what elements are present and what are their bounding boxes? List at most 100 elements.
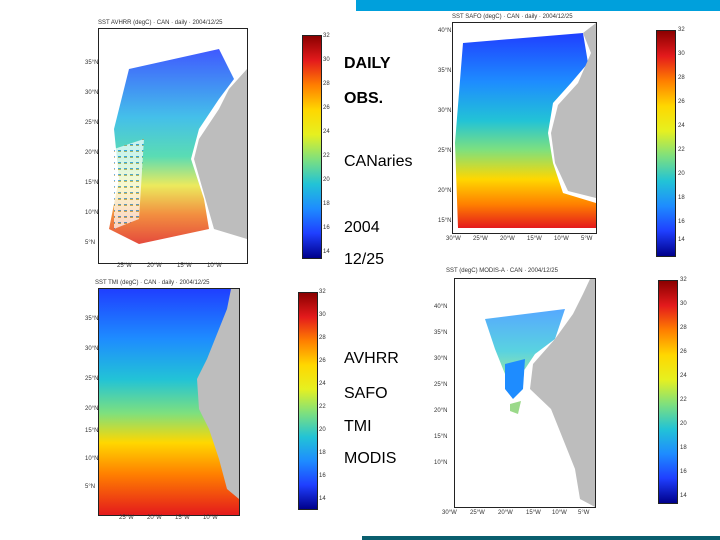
x-tick-label: 10°W xyxy=(203,515,218,521)
colorbar-tick: 22 xyxy=(319,404,326,410)
colorbar-tick: 16 xyxy=(678,219,685,225)
colorbar-tick: 32 xyxy=(319,289,326,295)
colorbar-tick: 28 xyxy=(680,325,687,331)
x-tick-label: 10°W xyxy=(207,263,222,269)
colorbar-tick: 14 xyxy=(680,493,687,499)
colorbar-tick: 20 xyxy=(323,177,330,183)
colorbar-tick: 30 xyxy=(680,301,687,307)
y-tick-label: 30°N xyxy=(438,108,452,114)
colorbar-tick: 26 xyxy=(680,349,687,355)
y-tick-label: 15°N xyxy=(434,434,448,440)
top-accent-bar xyxy=(356,0,720,11)
y-tick-label: 15°N xyxy=(438,218,452,224)
caption-region: CANaries xyxy=(344,153,413,170)
x-tick-label: 20°W xyxy=(500,236,515,242)
y-tick-label: 35°N xyxy=(85,60,99,66)
caption-modis: MODIS xyxy=(344,450,397,467)
x-tick-label: 30°W xyxy=(446,236,461,242)
x-tick-label: 5°W xyxy=(578,510,590,516)
caption-avhrr: AVHRR xyxy=(344,350,399,367)
y-tick-label: 30°N xyxy=(434,356,448,362)
colorbar-tick: 18 xyxy=(680,445,687,451)
y-tick-label: 15°N xyxy=(85,180,99,186)
x-tick-label: 15°W xyxy=(175,515,190,521)
colorbar-tick: 32 xyxy=(680,277,687,283)
colorbar-tick: 16 xyxy=(319,473,326,479)
colorbar xyxy=(302,35,322,259)
colorbar-tick: 22 xyxy=(680,397,687,403)
colorbar-tick: 32 xyxy=(678,27,685,33)
colorbar-tick: 28 xyxy=(319,335,326,341)
colorbar-tick: 24 xyxy=(323,129,330,135)
y-tick-label: 40°N xyxy=(434,304,448,310)
y-tick-label: 5°N xyxy=(85,240,96,246)
panel-safo: SST SAFO (degC) · CAN · daily · 2004/12/… xyxy=(438,14,690,257)
caption-safo: SAFO xyxy=(344,385,388,402)
colorbar-tick: 24 xyxy=(319,381,326,387)
colorbar-tick: 16 xyxy=(680,469,687,475)
colorbar xyxy=(298,292,318,510)
y-tick-label: 10°N xyxy=(434,460,448,466)
y-tick-label: 25°N xyxy=(438,148,452,154)
colorbar-tick: 24 xyxy=(678,123,685,129)
colorbar xyxy=(656,30,676,257)
x-tick-label: 10°W xyxy=(554,236,569,242)
colorbar-tick: 20 xyxy=(678,171,685,177)
colorbar-tick: 26 xyxy=(678,99,685,105)
panel-title: SST TMI (degC) · CAN · daily · 2004/12/2… xyxy=(95,280,210,286)
x-tick-label: 30°W xyxy=(442,510,457,516)
y-tick-label: 30°N xyxy=(85,346,99,352)
colorbar-tick: 20 xyxy=(319,427,326,433)
colorbar-tick: 14 xyxy=(678,237,685,243)
colorbar-tick: 14 xyxy=(319,496,326,502)
caption-obs: OBS. xyxy=(344,90,384,107)
y-tick-label: 5°N xyxy=(85,484,96,490)
caption-year: 2004 xyxy=(344,219,380,236)
y-tick-label: 20°N xyxy=(85,406,99,412)
caption-daily: DAILY xyxy=(344,55,391,72)
x-tick-label: 5°W xyxy=(581,236,593,242)
y-tick-label: 10°N xyxy=(85,210,99,216)
x-tick-label: 20°W xyxy=(147,515,162,521)
sst-field-safo xyxy=(453,23,596,233)
caption-tmi: TMI xyxy=(344,418,372,435)
colorbar-tick: 32 xyxy=(323,33,330,39)
colorbar-tick: 30 xyxy=(319,312,326,318)
y-tick-label: 20°N xyxy=(438,188,452,194)
colorbar xyxy=(658,280,678,504)
y-tick-label: 10°N xyxy=(85,456,99,462)
colorbar-tick: 18 xyxy=(678,195,685,201)
sst-field-tmi xyxy=(99,289,239,515)
panel-avhrr: SST AVHRR (degC) · CAN · daily · 2004/12… xyxy=(85,20,337,270)
y-tick-label: 40°N xyxy=(438,28,452,34)
x-tick-label: 25°W xyxy=(119,515,134,521)
bottom-accent-bar xyxy=(362,536,720,540)
y-tick-label: 20°N xyxy=(434,408,448,414)
y-tick-label: 35°N xyxy=(438,68,452,74)
y-tick-label: 20°N xyxy=(85,150,99,156)
colorbar-tick: 18 xyxy=(323,201,330,207)
x-tick-label: 20°W xyxy=(147,263,162,269)
sst-map xyxy=(98,28,248,264)
sst-map xyxy=(452,22,597,234)
colorbar-tick: 28 xyxy=(678,75,685,81)
sst-field-avhrr xyxy=(99,29,247,263)
x-tick-label: 25°W xyxy=(473,236,488,242)
sst-field-modis xyxy=(455,279,595,507)
panel-tmi: SST TMI (degC) · CAN · daily · 2004/12/2… xyxy=(85,280,337,530)
y-tick-label: 25°N xyxy=(85,120,99,126)
x-tick-label: 25°W xyxy=(117,263,132,269)
colorbar-tick: 18 xyxy=(319,450,326,456)
y-tick-label: 35°N xyxy=(85,316,99,322)
x-tick-label: 25°W xyxy=(470,510,485,516)
y-tick-label: 30°N xyxy=(85,90,99,96)
colorbar-tick: 24 xyxy=(680,373,687,379)
x-tick-label: 10°W xyxy=(552,510,567,516)
colorbar-tick: 26 xyxy=(319,358,326,364)
sst-map xyxy=(98,288,240,516)
panel-title: SST SAFO (degC) · CAN · daily · 2004/12/… xyxy=(452,14,573,20)
caption-date: 12/25 xyxy=(344,251,385,268)
y-tick-label: 15°N xyxy=(85,428,99,434)
colorbar-tick: 26 xyxy=(323,105,330,111)
x-tick-label: 15°W xyxy=(527,236,542,242)
